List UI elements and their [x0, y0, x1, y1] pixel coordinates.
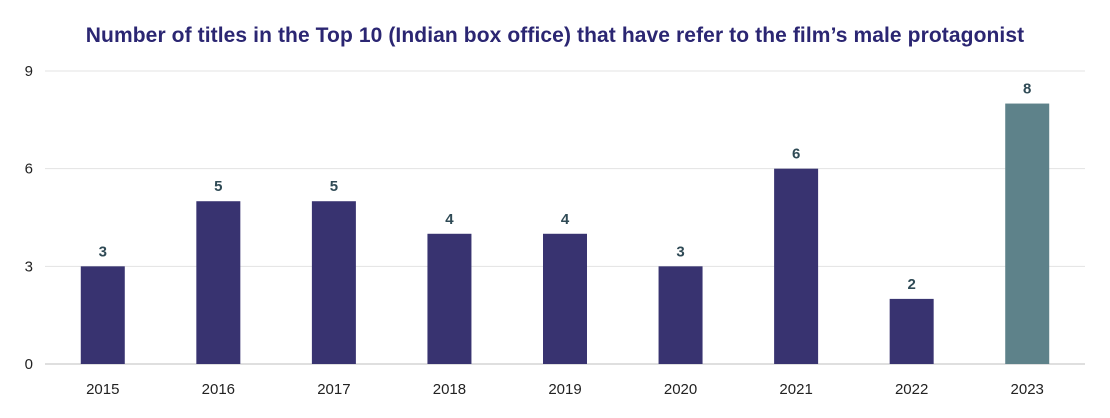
x-tick-label-2022: 2022	[895, 381, 928, 398]
x-tick-label-2016: 2016	[202, 381, 235, 398]
data-label-2017: 5	[330, 178, 338, 195]
bar-2021	[774, 168, 819, 364]
x-tick-label-2023: 2023	[1011, 381, 1044, 398]
y-tick-label: 9	[25, 63, 33, 80]
bar-2023	[1005, 103, 1050, 365]
x-tick-label-2020: 2020	[664, 381, 697, 398]
y-tick-label: 0	[25, 356, 33, 373]
bar-2015	[80, 266, 125, 364]
chart-title: Number of titles in the Top 10 (Indian b…	[85, 24, 1025, 47]
bar-2019	[543, 233, 587, 364]
x-tick-label-2017: 2017	[317, 381, 350, 398]
bar-2022	[889, 298, 934, 364]
x-tick-label-2021: 2021	[779, 381, 812, 398]
data-label-2021: 6	[792, 146, 800, 163]
data-label-2018: 4	[445, 211, 454, 228]
bar-2020	[658, 266, 703, 364]
data-label-2016: 5	[214, 178, 222, 195]
bar-2017	[311, 201, 356, 364]
x-tick-label-2019: 2019	[548, 381, 581, 398]
data-label-2015: 3	[99, 243, 107, 260]
x-tick-label-2015: 2015	[86, 381, 119, 398]
data-label-2020: 3	[676, 243, 684, 260]
y-tick-label: 6	[25, 161, 33, 178]
x-tick-label-2018: 2018	[433, 381, 466, 398]
y-tick-label: 3	[25, 258, 33, 275]
data-label-2022: 2	[907, 276, 915, 293]
data-label-2023: 8	[1023, 81, 1031, 98]
bar-2016	[196, 201, 241, 364]
bar-2018	[427, 233, 472, 364]
data-label-2019: 4	[561, 211, 570, 228]
